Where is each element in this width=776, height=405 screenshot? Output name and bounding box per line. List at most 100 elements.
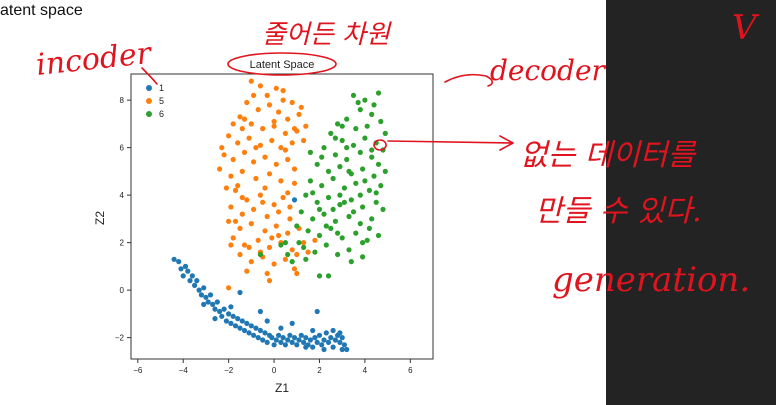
scatter-point-series-6 (360, 240, 366, 246)
decoder-arc-annotation (444, 73, 494, 87)
scatter-point-series-5 (248, 259, 254, 265)
scatter-point-series-6 (310, 216, 316, 222)
scatter-point-series-1 (182, 263, 189, 269)
scatter-point-series-5 (278, 145, 284, 151)
scatter-point-series-5 (226, 285, 232, 291)
scatter-point-series-1 (201, 285, 207, 291)
scatter-point-series-5 (269, 235, 275, 241)
scatter-point-series-1 (189, 273, 195, 279)
y-tick-label: 0 (120, 286, 125, 295)
scatter-point-series-1 (339, 335, 345, 341)
scatter-point-series-5 (239, 211, 245, 217)
scatter-point-series-6 (378, 183, 384, 189)
scatter-point-series-5 (230, 121, 236, 127)
scatter-point-series-1 (226, 311, 232, 317)
scatter-point-series-5 (273, 161, 279, 167)
scatter-point-series-6 (357, 149, 363, 155)
scatter-point-series-6 (312, 249, 318, 255)
scatter-point-series-5 (262, 185, 268, 191)
scatter-point-series-6 (316, 273, 323, 279)
scatter-point-series-5 (282, 130, 288, 136)
scatter-point-series-5 (237, 251, 243, 258)
scatter-point-series-5 (232, 218, 239, 224)
scatter-point-series-5 (266, 278, 273, 284)
scatter-point-series-5 (221, 152, 227, 158)
scatter-point-series-5 (285, 116, 291, 122)
scatter-point-series-1 (330, 327, 336, 334)
scatter-point-series-5 (280, 194, 286, 201)
scatter-point-series-6 (321, 145, 327, 151)
scatter-point-series-5 (303, 123, 309, 129)
scatter-point-series-5 (239, 126, 245, 132)
scatter-point-series-5 (276, 232, 282, 239)
scatter-point-series-1 (316, 332, 323, 338)
scatter-point-series-5 (285, 156, 291, 163)
scatter-point-series-1 (287, 332, 293, 338)
x-tick-label: 0 (272, 366, 277, 375)
scatter-point-series-6 (298, 209, 304, 215)
scatter-point-series-6 (362, 178, 368, 184)
scatter-point-series-1 (214, 299, 220, 305)
legend-label-5: 5 (159, 96, 164, 106)
scatter-point-series-5 (282, 147, 288, 153)
scatter-point-series-5 (282, 256, 288, 262)
scatter-point-series-1 (337, 330, 343, 336)
y-tick-label: 6 (120, 144, 125, 153)
scatter-point-series-5 (262, 228, 268, 234)
scatter-point-series-6 (335, 230, 341, 236)
scatter-point-series-6 (355, 99, 361, 106)
scatter-point-series-5 (248, 221, 254, 227)
scatter-point-series-1 (264, 339, 270, 345)
legend-marker-1 (146, 85, 152, 91)
scatter-point-series-5 (257, 83, 263, 89)
scatter-point-series-6 (314, 161, 320, 167)
chart-title: Latent Space (250, 59, 315, 71)
scatter-point-series-6 (310, 190, 316, 196)
scatter-point-series-1 (341, 342, 347, 348)
scatter-point-series-1 (312, 335, 318, 341)
scatter-point-series-5 (266, 171, 273, 177)
generation-arrow-annotation (387, 135, 514, 151)
scatter-point-series-1 (185, 268, 191, 274)
scatter-point-series-1 (178, 266, 184, 272)
scatter-point-series-5 (294, 251, 300, 258)
scatter-point-series-6 (373, 199, 379, 205)
scatter-point-series-6 (366, 187, 372, 193)
scatter-point-series-1 (321, 337, 327, 343)
scatter-point-series-6 (380, 206, 386, 212)
scatter-point-series-6 (337, 202, 343, 208)
scatter-point-series-5 (280, 88, 286, 94)
scatter-point-series-5 (289, 99, 295, 106)
scatter-point-series-6 (348, 259, 354, 265)
scatter-point-series-6 (278, 242, 284, 248)
scatter-point-series-1 (328, 335, 334, 341)
scatter-point-series-6 (257, 251, 263, 258)
x-tick-label: 4 (363, 366, 368, 375)
scatter-point-series-5 (239, 194, 245, 201)
scatter-point-series-6 (285, 251, 291, 258)
scatter-point-series-6 (332, 135, 338, 141)
scatter-point-series-1 (210, 301, 216, 307)
scatter-point-series-5 (235, 140, 241, 146)
scatter-point-series-5 (253, 175, 259, 182)
scatter-point-series-6 (325, 273, 332, 279)
scatter-point-series-5 (248, 78, 254, 84)
scatter-point-series-6 (373, 190, 379, 196)
scatter-point-series-1 (187, 278, 193, 284)
scatter-point-series-6 (364, 237, 370, 243)
scatter-point-series-6 (335, 121, 341, 127)
scatter-point-series-6 (294, 223, 300, 229)
scatter-point-series-5 (264, 92, 270, 98)
scatter-point-series-1 (212, 306, 218, 312)
scatter-point-series-5 (287, 216, 293, 222)
scatter-point-series-1 (235, 316, 241, 322)
scatter-point-series-5 (223, 185, 229, 191)
scatter-point-series-1 (337, 339, 343, 345)
scatter-point-series-5 (260, 199, 266, 205)
scatter-point-series-6 (332, 218, 338, 224)
scatter-point-series-6 (289, 259, 295, 265)
scatter-point-series-1 (278, 339, 284, 345)
scatter-point-series-1 (310, 327, 316, 334)
scatter-point-series-1 (323, 330, 329, 336)
